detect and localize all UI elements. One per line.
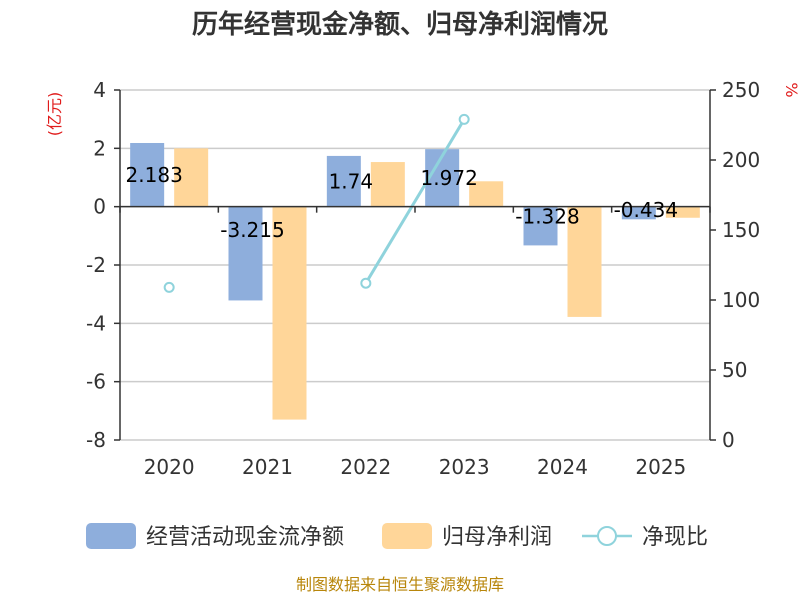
left-tick-label: -2 xyxy=(86,253,106,277)
legend[interactable]: 经营活动现金流净额 归母净利润 净现比 xyxy=(86,523,708,550)
ratio-line xyxy=(163,113,470,293)
left-tick-label: 2 xyxy=(93,136,106,160)
bars xyxy=(130,142,700,420)
cash-flow-bar[interactable] xyxy=(621,206,656,220)
cash-flow-bar[interactable] xyxy=(228,206,263,301)
legend-label: 净现比 xyxy=(642,525,708,550)
legend-label: 经营活动现金流净额 xyxy=(146,525,344,550)
legend-label: 归母净利润 xyxy=(442,525,552,550)
right-tick-label: 150 xyxy=(722,218,760,242)
net-profit-bar[interactable] xyxy=(174,148,209,207)
cash-flow-value-label: -3.215 xyxy=(220,218,284,242)
legend-item[interactable]: 归母净利润 xyxy=(382,523,552,550)
cash-flow-value-label: 2.183 xyxy=(126,163,183,187)
grid xyxy=(120,89,710,441)
axes: 4 2 0 -2 -4 -6 -8 250 200 150 100 50 0 2020 2021 2022 20… xyxy=(86,78,760,479)
legend-item[interactable]: 净现比 xyxy=(582,525,708,550)
legend-item[interactable]: 经营活动现金流净额 xyxy=(86,523,344,550)
left-tick-label: -4 xyxy=(86,311,106,335)
source-note: 制图数据来自恒生聚源数据库 xyxy=(296,575,504,594)
ratio-point[interactable] xyxy=(360,277,372,289)
net-profit-bar[interactable] xyxy=(567,206,602,317)
cash-flow-bar[interactable] xyxy=(326,155,361,207)
left-tick-label: 0 xyxy=(93,195,106,219)
left-tick-label: -6 xyxy=(86,370,106,394)
right-axis-unit: % xyxy=(782,82,800,97)
legend-swatch xyxy=(382,523,432,549)
net-profit-bar[interactable] xyxy=(665,206,700,218)
cash-flow-value-label: -1.328 xyxy=(515,204,579,228)
net-profit-bar[interactable] xyxy=(370,162,405,207)
right-tick-label: 0 xyxy=(722,428,735,452)
left-tick-label: -8 xyxy=(86,428,106,452)
left-tick-label: 4 xyxy=(93,78,106,102)
data-labels: 2.183 -3.215 1.74 1.972 -1.328 -0.434 xyxy=(126,163,679,242)
left-axis-unit: (亿元) xyxy=(45,92,64,137)
ratio-point[interactable] xyxy=(458,113,470,125)
cash-flow-value-label: 1.972 xyxy=(421,166,478,190)
category-label: 2022 xyxy=(340,455,391,479)
net-profit-bar[interactable] xyxy=(272,206,307,420)
chart-title: 历年经营现金净额、归母净利润情况 xyxy=(192,9,608,40)
ratio-point[interactable] xyxy=(163,281,175,293)
cash-flow-bar[interactable] xyxy=(523,206,558,246)
legend-marker xyxy=(597,526,617,546)
category-label: 2024 xyxy=(537,455,588,479)
cash-flow-value-label: 1.74 xyxy=(329,169,374,193)
right-tick-label: 50 xyxy=(722,358,747,382)
category-label: 2020 xyxy=(144,455,195,479)
category-label: 2025 xyxy=(635,455,686,479)
net-profit-bar[interactable] xyxy=(469,181,504,207)
category-label: 2021 xyxy=(242,455,293,479)
cash-flow-bar[interactable] xyxy=(130,142,165,207)
category-label: 2023 xyxy=(439,455,490,479)
legend-swatch xyxy=(86,523,136,549)
cash-flow-value-label: -0.434 xyxy=(614,198,678,222)
ratio-line-segment xyxy=(364,118,466,284)
right-tick-label: 250 xyxy=(722,78,760,102)
right-tick-label: 200 xyxy=(722,148,760,172)
right-tick-label: 100 xyxy=(722,288,760,312)
